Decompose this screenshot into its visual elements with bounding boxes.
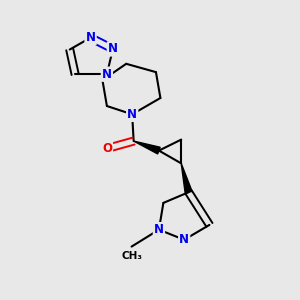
Text: N: N [154, 223, 164, 236]
Text: O: O [102, 142, 112, 155]
Polygon shape [181, 164, 192, 193]
Text: N: N [85, 31, 96, 44]
Text: N: N [108, 42, 118, 56]
Text: CH₃: CH₃ [121, 251, 142, 261]
Polygon shape [134, 141, 160, 154]
Text: N: N [127, 108, 137, 121]
Text: N: N [102, 68, 112, 81]
Text: N: N [179, 233, 189, 246]
